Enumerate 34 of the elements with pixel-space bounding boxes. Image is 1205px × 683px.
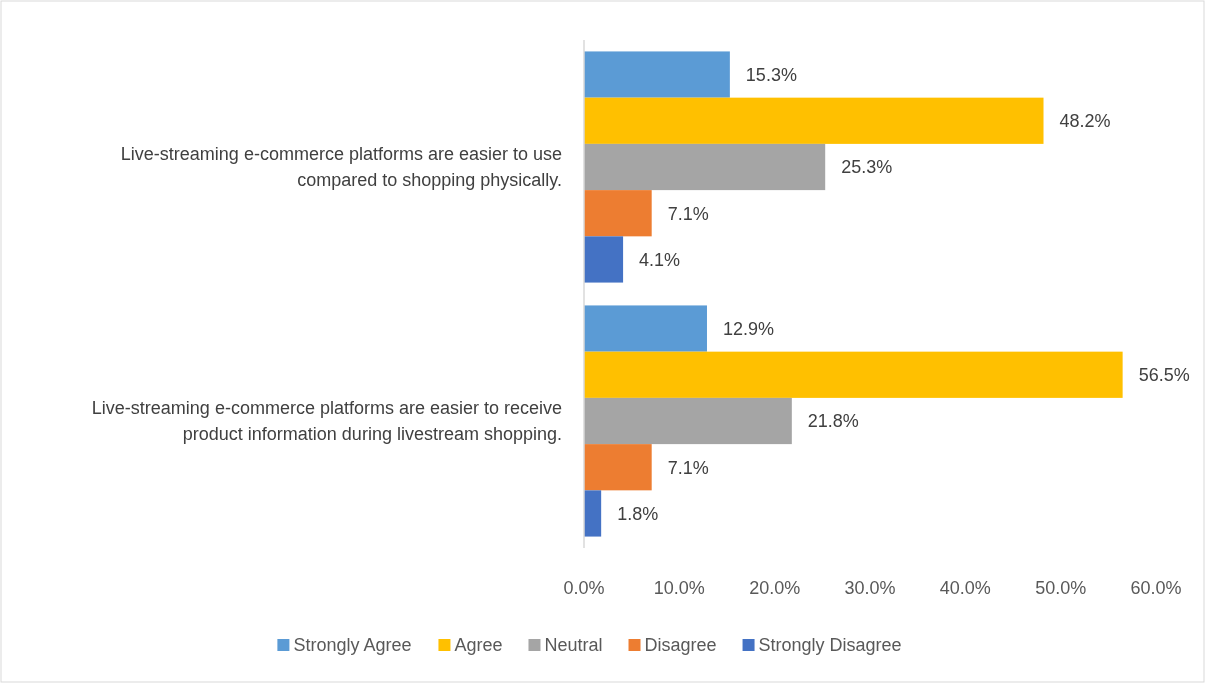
x-tick-label: 60.0% (1130, 578, 1182, 598)
x-tick-label: 0.0% (563, 578, 605, 598)
legend-label: Agree (454, 635, 503, 656)
bar (584, 143, 826, 191)
data-label: 1.8% (617, 503, 659, 524)
bar (584, 236, 624, 283)
bar (584, 305, 707, 352)
bar (584, 490, 602, 537)
x-tick-label: 50.0% (1035, 578, 1087, 598)
bar (584, 190, 652, 237)
data-label: 48.2% (1059, 111, 1111, 132)
bar (584, 351, 1123, 398)
data-label: 21.8% (807, 411, 859, 432)
legend-label: Disagree (644, 635, 717, 656)
data-label: 56.5% (1138, 365, 1190, 386)
legend-label: Strongly Disagree (758, 635, 902, 656)
x-tick-label: 30.0% (844, 578, 896, 598)
legend-label: Strongly Agree (293, 635, 412, 656)
data-label: 25.3% (841, 157, 893, 178)
x-tick-label: 20.0% (749, 578, 801, 598)
y-tick-label: Live-streaming e-commerce platforms are easier to receive product information during livestream shopping. (91, 398, 562, 445)
data-label: 7.1% (667, 457, 709, 478)
data-label: 15.3% (745, 64, 797, 85)
y-tick-label: Live-streaming e-commerce platforms are easier to use compared to shopping physically. (120, 144, 562, 191)
bar (584, 97, 1044, 144)
legend-label: Neutral (544, 635, 603, 656)
x-tick-label: 10.0% (653, 578, 705, 598)
data-label: 12.9% (722, 318, 775, 339)
bar (584, 444, 652, 491)
data-label: 7.1% (667, 203, 709, 224)
bar (584, 51, 730, 98)
bar (584, 397, 792, 445)
x-tick-label: 40.0% (939, 578, 991, 598)
data-label: 4.1% (639, 249, 681, 270)
